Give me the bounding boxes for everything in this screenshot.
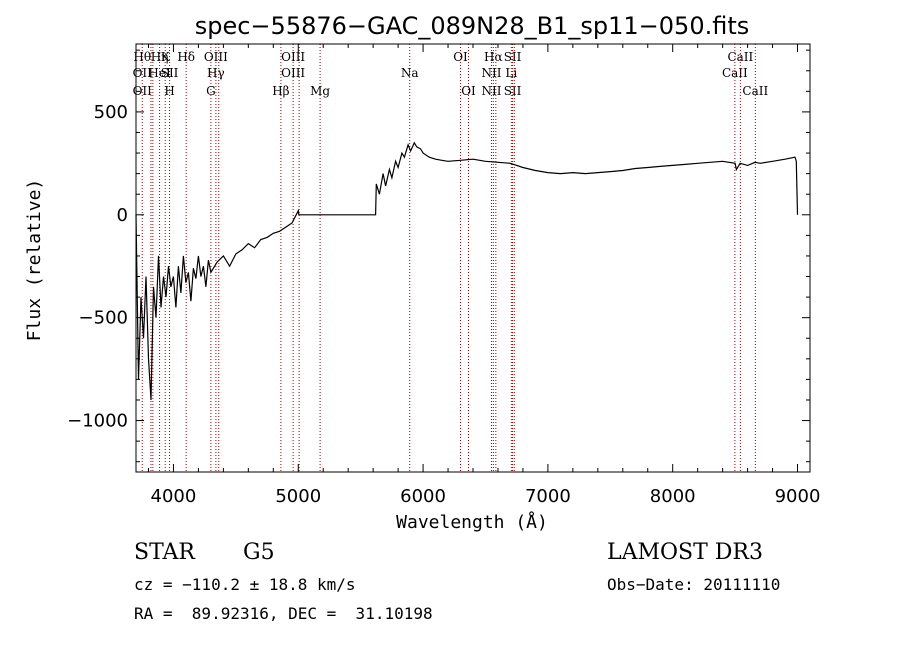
spectral-line-label: HeI (148, 66, 171, 80)
coordinates: RA = 89.92316, DEC = 31.10198 (134, 604, 433, 623)
spectral-line-label: Hη (151, 50, 169, 64)
spectral-line-label: K (161, 50, 171, 64)
x-tick-label: 5000 (275, 486, 321, 507)
x-tick-label: 8000 (650, 486, 696, 507)
x-tick-label: 9000 (775, 486, 821, 507)
spectral-line-label: SII (504, 84, 522, 98)
spectral-line-label: Na (401, 66, 419, 80)
y-tick-label: 0 (117, 205, 128, 226)
spectral-line-label: CaII (727, 50, 753, 64)
plot-frame (135, 43, 811, 473)
spectral-line-label: NII (481, 66, 501, 80)
x-axis-ticks: 4000 5000 6000 7000 8000 9000 (147, 44, 821, 507)
object-subclass: G5 (243, 540, 275, 565)
survey-name: LAMOST DR3 (607, 540, 763, 565)
spectral-line-label: SII (161, 66, 179, 80)
y-axis-ticks: −1000 −500 0 500 (67, 49, 810, 463)
spectrum-series-line (135, 141, 799, 401)
spectral-line-label: Hβ (272, 84, 289, 98)
spectral-line-label: NII (481, 84, 501, 98)
spectral-line-label: OIII (204, 50, 228, 64)
spectral-line-label: OIII (281, 50, 305, 64)
spectral-line-label: Hδ (177, 50, 195, 64)
y-tick-label: 500 (94, 102, 128, 123)
spectral-line-label: H (164, 84, 174, 98)
spectral-lines: Hθ OII OII Hη HeI K SII H Hδ G OIII Hγ Hβ OIII OIII Mg N… (133, 44, 768, 472)
chart-title: spec−55876−GAC_089N28_B1_sp11−050.fits (195, 12, 750, 40)
spectral-line-label: Li (505, 66, 517, 80)
spectral-line-label: OII (133, 84, 153, 98)
observation-date: Obs−Date: 20111110 (607, 575, 781, 594)
spectral-line-label: OII (133, 66, 153, 80)
object-class: STAR (134, 540, 195, 565)
y-tick-label: −1000 (67, 411, 128, 432)
y-tick-label: −500 (79, 308, 128, 329)
spectral-line-label: CaII (722, 66, 748, 80)
spectral-line-label: Hθ (133, 50, 151, 64)
redshift-velocity: cz = −110.2 ± 18.8 km/s (134, 575, 356, 594)
spectral-line-label: OIII (281, 66, 305, 80)
y-axis-label: Flux (relative) (24, 179, 45, 342)
spectral-line-label: OI (461, 84, 476, 98)
spectral-line-label: G (206, 84, 216, 98)
x-axis-label: Wavelength (Å) (396, 511, 548, 533)
spectral-line-label: CaII (742, 84, 768, 98)
spectral-line-label: Hα (484, 50, 503, 64)
spectral-line-label: Mg (310, 84, 330, 98)
spectral-line-label: OI (453, 50, 468, 64)
x-tick-label: 7000 (525, 486, 571, 507)
x-tick-label: 6000 (400, 486, 446, 507)
spectral-line-label: SII (504, 50, 522, 64)
spectral-line-label: Hγ (207, 66, 225, 80)
x-tick-label: 4000 (151, 486, 197, 507)
